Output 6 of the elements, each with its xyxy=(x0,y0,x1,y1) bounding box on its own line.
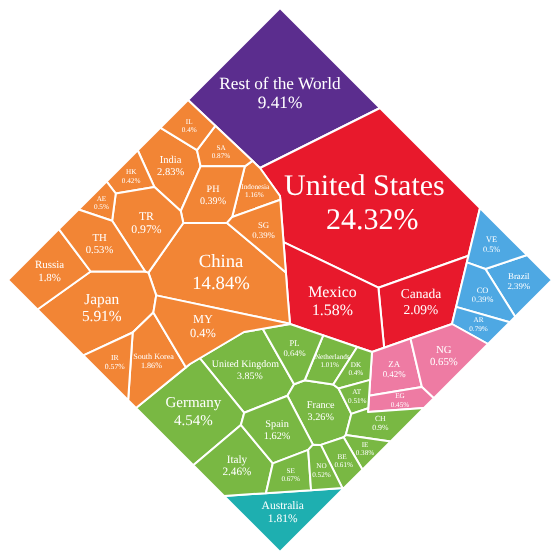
data-label: 9.41% xyxy=(257,92,303,113)
category-label: China xyxy=(198,253,246,274)
category-label: United States xyxy=(284,170,445,203)
data-label: 14.84% xyxy=(192,274,251,295)
data-label: 24.32% xyxy=(326,205,419,238)
category-label: Rest of the World xyxy=(219,72,343,93)
